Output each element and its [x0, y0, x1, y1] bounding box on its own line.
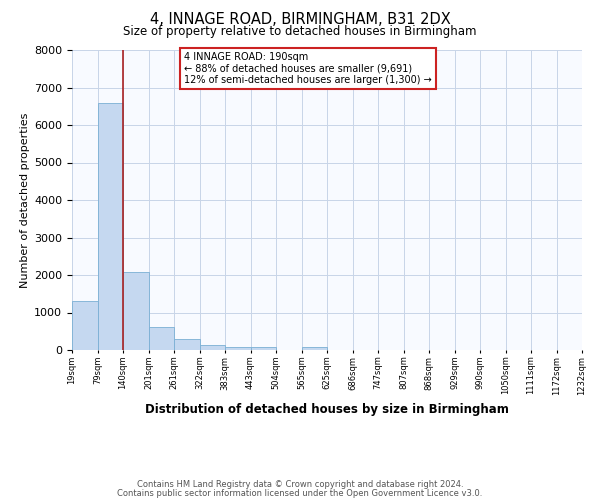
X-axis label: Distribution of detached houses by size in Birmingham: Distribution of detached houses by size … — [145, 403, 509, 416]
Bar — [97, 102, 123, 350]
Text: Size of property relative to detached houses in Birmingham: Size of property relative to detached ho… — [123, 24, 477, 38]
Bar — [174, 339, 199, 350]
Bar — [251, 347, 276, 350]
Bar — [72, 300, 97, 350]
Text: Contains public sector information licensed under the Open Government Licence v3: Contains public sector information licen… — [118, 489, 482, 498]
Bar — [199, 345, 225, 350]
Text: 4, INNAGE ROAD, BIRMINGHAM, B31 2DX: 4, INNAGE ROAD, BIRMINGHAM, B31 2DX — [149, 12, 451, 28]
Text: Contains HM Land Registry data © Crown copyright and database right 2024.: Contains HM Land Registry data © Crown c… — [137, 480, 463, 489]
Bar — [149, 327, 174, 350]
Y-axis label: Number of detached properties: Number of detached properties — [20, 112, 30, 288]
Bar — [123, 272, 149, 350]
Bar — [302, 347, 327, 350]
Bar — [225, 347, 251, 350]
Text: 4 INNAGE ROAD: 190sqm
← 88% of detached houses are smaller (9,691)
12% of semi-d: 4 INNAGE ROAD: 190sqm ← 88% of detached … — [184, 52, 432, 84]
